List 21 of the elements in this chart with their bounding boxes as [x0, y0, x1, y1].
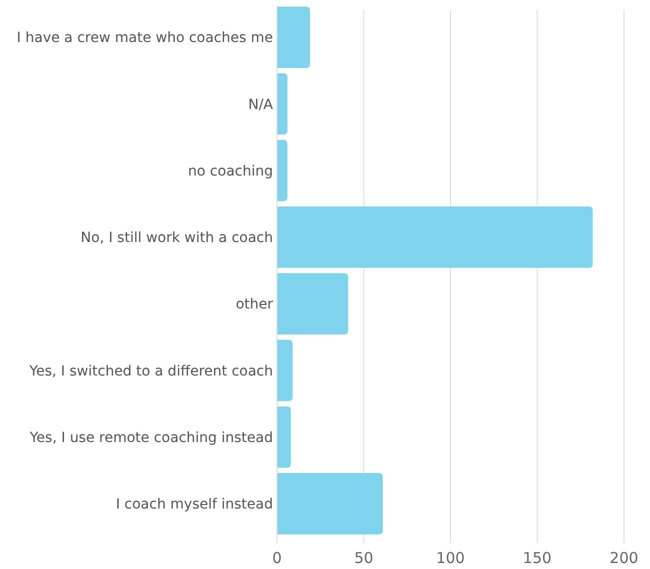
x-tick-label: 150	[522, 549, 552, 567]
y-tick-label: Yes, I switched to a different coach	[28, 363, 273, 380]
bar	[277, 6, 310, 68]
bar	[277, 73, 288, 135]
y-tick-label: I coach myself instead	[116, 496, 273, 513]
y-tick-label: no coaching	[188, 163, 273, 180]
y-tick-label: N/A	[248, 96, 274, 113]
bar	[277, 273, 348, 334]
x-tick-label: 200	[610, 549, 638, 567]
x-tick-label: 100	[436, 549, 465, 567]
y-tick-label: No, I still work with a coach	[80, 230, 273, 246]
bar	[277, 206, 593, 268]
y-tick-label: other	[236, 296, 274, 313]
bar	[277, 140, 288, 202]
y-tick-label: Yes, I use remote coaching instead	[28, 430, 273, 446]
bar	[277, 340, 293, 402]
x-tick-label: 0	[272, 549, 282, 567]
x-tick-label: 50	[354, 549, 374, 567]
y-tick-label: I have a crew mate who coaches me	[16, 30, 273, 46]
bar	[277, 406, 291, 468]
bar	[277, 473, 383, 534]
